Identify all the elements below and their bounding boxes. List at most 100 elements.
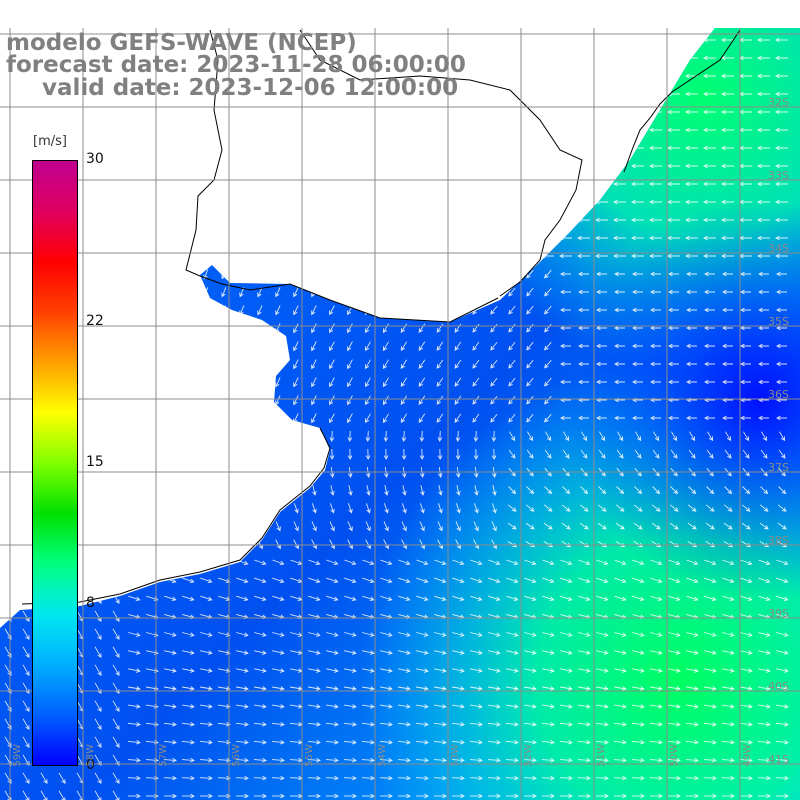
wind-arrow	[776, 415, 787, 421]
wind-arrow	[361, 181, 374, 187]
wind-arrow	[454, 341, 462, 351]
wind-arrow	[686, 307, 697, 313]
wind-arrow	[329, 395, 335, 406]
wind-arrow	[614, 307, 625, 313]
wind-arrow	[668, 559, 681, 566]
wind-arrow	[312, 485, 317, 496]
wind-arrow	[149, 287, 154, 298]
wind-arrow	[128, 686, 141, 691]
wind-arrow	[470, 704, 483, 709]
wind-arrow	[508, 287, 516, 297]
wind-arrow	[559, 163, 572, 169]
wind-arrow	[434, 650, 447, 655]
wind-arrow	[577, 127, 590, 133]
wind-arrow	[758, 325, 769, 331]
wind-arrow	[55, 127, 68, 133]
wind-arrow	[131, 377, 136, 388]
wind-arrow	[199, 793, 213, 799]
wind-arrow	[19, 253, 32, 259]
wind-arrow	[419, 448, 425, 460]
wind-arrow	[487, 775, 501, 781]
wind-arrow	[739, 722, 753, 727]
wind-arrow	[578, 577, 591, 584]
wind-arrow	[308, 559, 321, 566]
wind-arrow	[307, 722, 321, 727]
wind-arrow	[757, 127, 770, 133]
wind-arrow	[22, 628, 30, 641]
wind-arrow	[257, 430, 263, 442]
wind-arrow	[508, 413, 516, 423]
wind-arrow	[667, 55, 680, 61]
wind-arrow	[649, 739, 663, 745]
wind-arrow	[275, 430, 281, 442]
wind-arrow	[525, 522, 535, 530]
wind-arrow	[5, 305, 11, 316]
wind-arrow	[185, 359, 191, 370]
wind-arrow	[22, 700, 30, 713]
wind-arrow	[149, 521, 155, 532]
wind-arrow	[217, 775, 231, 781]
wind-arrow	[186, 485, 191, 496]
wind-arrow	[221, 377, 227, 388]
wind-arrow	[758, 686, 771, 691]
wind-arrow	[651, 541, 662, 548]
wind-arrow	[668, 650, 681, 655]
wind-arrow	[703, 163, 716, 169]
wind-arrow	[577, 91, 590, 97]
wind-arrow	[347, 359, 353, 370]
wind-arrow	[326, 686, 339, 691]
wind-arrow	[112, 736, 120, 749]
wind-arrow	[94, 628, 102, 641]
wind-arrow	[523, 757, 537, 763]
wind-arrow	[613, 739, 627, 745]
wind-arrow	[451, 739, 465, 745]
wind-arrow	[379, 163, 392, 169]
wind-arrow	[379, 775, 393, 781]
wind-arrow	[257, 521, 263, 532]
wind-arrow	[740, 415, 751, 421]
wind-arrow	[347, 269, 353, 280]
wind-arrow	[217, 127, 230, 133]
wind-arrow	[685, 145, 698, 151]
wind-arrow	[235, 127, 248, 133]
wind-arrow	[632, 325, 643, 331]
wind-arrow	[365, 430, 371, 442]
wind-arrow	[544, 377, 552, 387]
wind-arrow	[163, 217, 176, 223]
wind-arrow	[164, 686, 177, 691]
wind-arrow	[380, 704, 393, 709]
wind-arrow	[167, 287, 173, 298]
wind-arrow	[508, 449, 516, 459]
wind-arrow	[578, 415, 589, 421]
wind-arrow	[578, 559, 591, 566]
wind-arrow	[436, 377, 444, 387]
wind-arrow	[722, 668, 735, 673]
wind-arrow	[775, 793, 789, 799]
wind-arrow	[271, 217, 284, 223]
wind-arrow	[757, 793, 771, 799]
wind-arrow	[289, 109, 302, 115]
wind-arrow	[577, 739, 591, 745]
wind-arrow	[721, 55, 734, 61]
wind-arrow	[667, 722, 681, 727]
wind-arrow	[668, 271, 679, 277]
wind-arrow	[436, 287, 444, 297]
wind-arrow	[362, 595, 375, 602]
wind-arrow	[203, 341, 209, 352]
wind-arrow	[454, 323, 462, 333]
wind-arrow	[742, 449, 750, 459]
wind-arrow	[686, 686, 699, 691]
wind-arrow	[705, 541, 716, 548]
wind-arrow	[451, 217, 464, 223]
wind-arrow	[505, 253, 518, 259]
wind-arrow	[760, 449, 768, 459]
wind-arrow	[203, 430, 209, 442]
wind-arrow	[272, 577, 285, 584]
wind-arrow	[131, 539, 137, 550]
wind-arrow	[253, 145, 266, 151]
wind-arrow	[740, 343, 751, 349]
wind-arrow	[614, 289, 625, 295]
wind-arrow	[613, 145, 626, 151]
wind-arrow	[236, 668, 249, 673]
wind-arrow	[325, 253, 338, 259]
